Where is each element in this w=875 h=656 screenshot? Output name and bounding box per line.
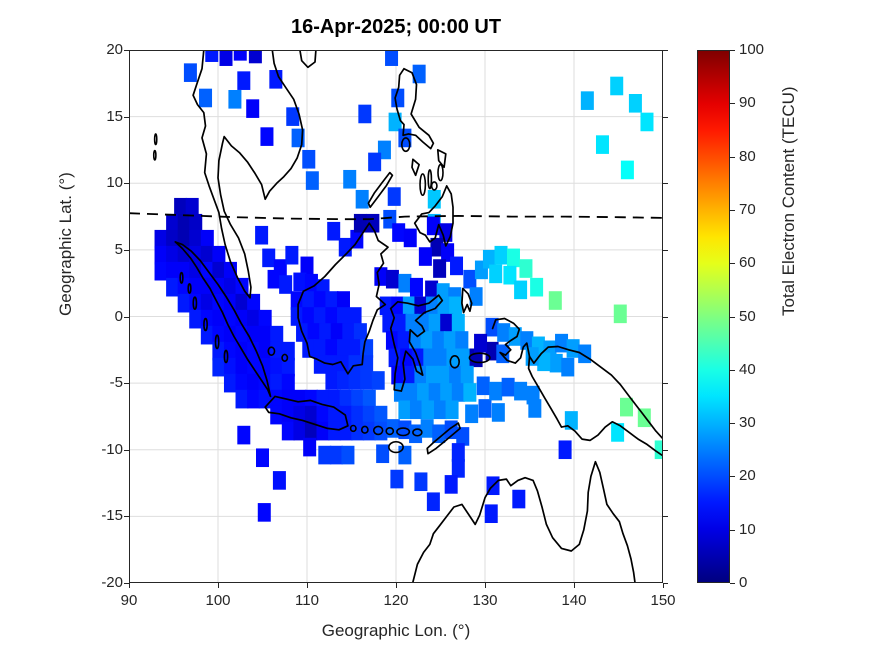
y-tick-label: -5 xyxy=(109,374,123,392)
y-tick-label: 15 xyxy=(106,107,123,125)
colorbar-tick-label: 20 xyxy=(739,467,756,485)
plot-area xyxy=(129,50,663,583)
x-tick-label: 120 xyxy=(383,592,409,609)
y-tick-label: -10 xyxy=(101,440,123,458)
colorbar-tick xyxy=(730,423,735,425)
y-tick-label: 0 xyxy=(114,307,123,325)
colorbar-tick-label: 10 xyxy=(739,520,756,538)
y-tick-label: 20 xyxy=(106,41,123,58)
colorbar-tick xyxy=(730,103,735,105)
colorbar-tick-label: 50 xyxy=(739,307,756,325)
x-tick xyxy=(485,583,486,588)
x-axis-label: Geographic Lon. (°) xyxy=(321,621,471,640)
y-tick-right xyxy=(663,516,668,518)
y-tick-right xyxy=(663,583,668,584)
colorbar xyxy=(697,50,730,583)
colorbar-tick-label: 70 xyxy=(739,200,756,218)
x-tick xyxy=(396,583,397,588)
colorbar-tick xyxy=(730,156,735,158)
x-tick-label: 100 xyxy=(205,592,231,609)
y-tick xyxy=(124,50,129,51)
colorbar-tick-label: 90 xyxy=(739,94,756,112)
y-tick-label: 10 xyxy=(106,174,123,192)
y-tick-right xyxy=(663,316,668,318)
y-tick xyxy=(124,383,129,385)
y-tick xyxy=(124,249,129,251)
x-tick xyxy=(129,583,130,588)
colorbar-tick xyxy=(730,583,735,584)
map-svg xyxy=(129,50,663,583)
x-tick xyxy=(574,583,575,588)
y-tick-right xyxy=(663,116,668,118)
colorbar-tick-label: 0 xyxy=(739,574,748,591)
y-tick-right xyxy=(663,383,668,385)
y-tick xyxy=(124,183,129,185)
colorbar-tick-label: 80 xyxy=(739,147,756,165)
y-tick-label: -15 xyxy=(101,507,123,525)
y-tick-label: -20 xyxy=(101,574,123,591)
colorbar-tick-label: 30 xyxy=(739,414,756,432)
colorbar-tick-label: 60 xyxy=(739,254,756,272)
y-tick-right xyxy=(663,449,668,451)
x-tick-label: 140 xyxy=(561,592,587,609)
x-tick xyxy=(307,583,308,588)
colorbar-tick xyxy=(730,316,735,318)
colorbar-tick xyxy=(730,476,735,478)
y-tick xyxy=(124,583,129,584)
x-tick-label: 90 xyxy=(120,592,138,609)
y-tick-right xyxy=(663,183,668,185)
colorbar-tick xyxy=(730,529,735,531)
colorbar-tick xyxy=(730,263,735,265)
y-tick xyxy=(124,316,129,318)
colorbar-tick-label: 40 xyxy=(739,360,756,378)
colorbar-tick xyxy=(730,209,735,211)
y-tick xyxy=(124,449,129,451)
x-tick-label: 110 xyxy=(295,592,319,609)
colorbar-tick xyxy=(730,50,735,51)
x-tick xyxy=(663,583,664,588)
y-tick-right xyxy=(663,249,668,251)
x-tick xyxy=(218,583,219,588)
x-tick-label: 130 xyxy=(472,592,498,609)
y-tick-label: 5 xyxy=(114,240,123,258)
colorbar-tick xyxy=(730,369,735,371)
x-tick-label: 150 xyxy=(650,592,676,609)
y-tick xyxy=(124,116,129,118)
y-tick-right xyxy=(663,50,668,51)
y-tick xyxy=(124,516,129,518)
figure-title: 16-Apr-2025; 00:00 UT xyxy=(290,16,502,38)
colorbar-tick-label: 100 xyxy=(739,41,765,58)
